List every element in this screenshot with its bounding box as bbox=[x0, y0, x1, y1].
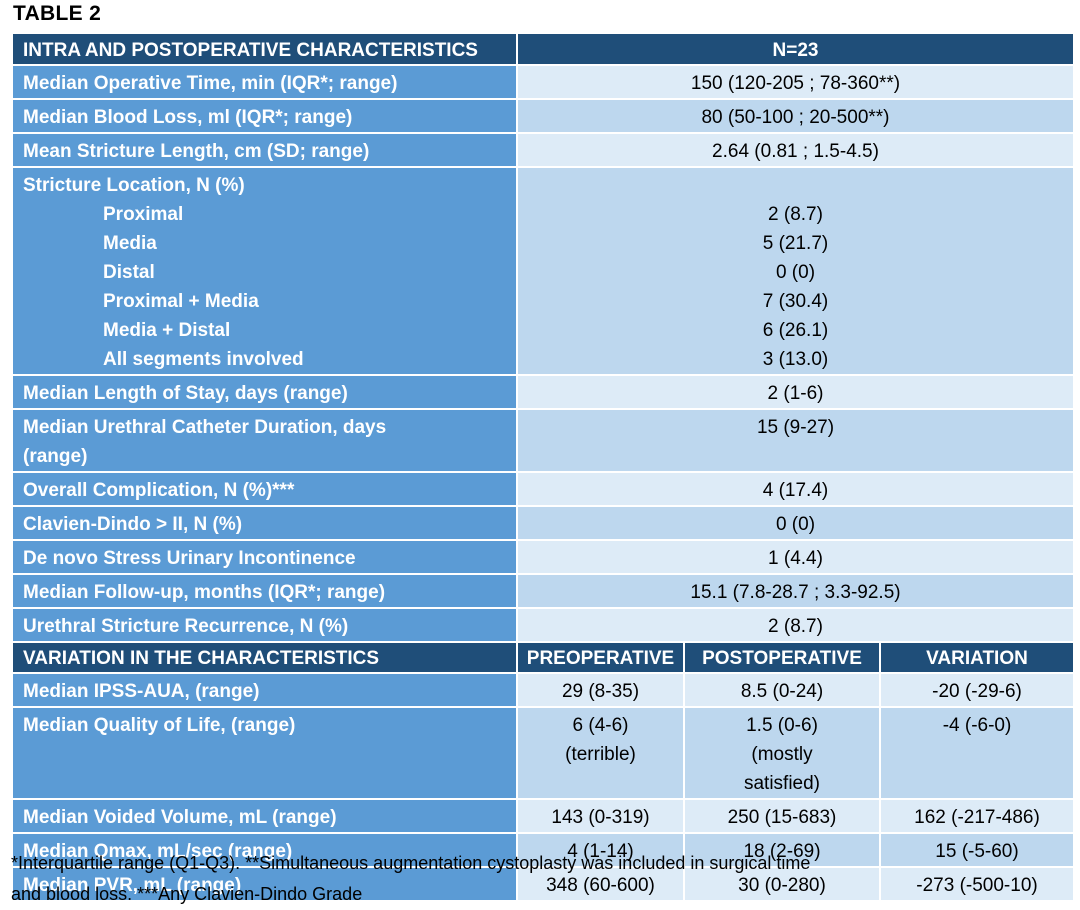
row-value: 150 (120-205 ; 78-360**) bbox=[516, 64, 1075, 100]
results-table: INTRA AND POSTOPERATIVE CHARACTERISTICS … bbox=[11, 32, 1075, 902]
post-value-note: satisfied) bbox=[743, 773, 821, 794]
row-label: Median Voided Volume, mL (range) bbox=[11, 798, 518, 834]
row-label: Median IPSS-AUA, (range) bbox=[11, 672, 518, 708]
table-row: Median Follow-up, months (IQR*; range) 1… bbox=[11, 573, 1075, 609]
table-row: Median Qmax, mL/sec (range) 4 (1-14) 18 … bbox=[11, 832, 1075, 868]
location-item-value: 3 (13.0) bbox=[762, 349, 829, 370]
row-label: Median Blood Loss, ml (IQR*; range) bbox=[11, 98, 518, 134]
row-label: Median PVR, mL (range) bbox=[11, 866, 518, 902]
post-value-note: (mostly bbox=[751, 744, 813, 765]
post-value: 250 (15-683) bbox=[683, 798, 881, 834]
location-item-value: 0 (0) bbox=[775, 262, 816, 283]
row-label: Median Qmax, mL/sec (range) bbox=[11, 832, 518, 868]
row-value: 15 (9-27) bbox=[516, 408, 1075, 473]
location-item-value: 5 (21.7) bbox=[762, 233, 829, 254]
post-value: 18 (2-69) bbox=[683, 832, 881, 868]
stricture-location-values: 2 (8.7) 5 (21.7) 0 (0) 7 (30.4) 6 (26.1)… bbox=[516, 166, 1075, 376]
row-label: Median Quality of Life, (range) bbox=[11, 706, 518, 800]
location-item-label: Proximal + Media bbox=[103, 291, 259, 312]
variation-value: 15 (-5-60) bbox=[879, 832, 1075, 868]
table-row: Median Voided Volume, mL (range) 143 (0-… bbox=[11, 798, 1075, 834]
location-item-label: Distal bbox=[103, 262, 155, 283]
row-label: Clavien-Dindo > II, N (%) bbox=[11, 505, 518, 541]
row-value: 15.1 (7.8-28.7 ; 3.3-92.5) bbox=[516, 573, 1075, 609]
table-row: Mean Stricture Length, cm (SD; range) 2.… bbox=[11, 132, 1075, 168]
table-row: Stricture Location, N (%) Proximal Media… bbox=[11, 166, 1075, 376]
pre-value-line: 6 (4-6) bbox=[572, 715, 629, 736]
row-label: Mean Stricture Length, cm (SD; range) bbox=[11, 132, 518, 168]
location-item-value: 2 (8.7) bbox=[768, 204, 823, 225]
pre-value: 6 (4-6) (terrible) bbox=[516, 706, 685, 800]
stricture-location-cell: Stricture Location, N (%) Proximal Media… bbox=[11, 166, 518, 376]
location-item-label: Media bbox=[103, 233, 157, 254]
row-label: Urethral Stricture Recurrence, N (%) bbox=[11, 607, 518, 643]
row-value: 4 (17.4) bbox=[516, 471, 1075, 507]
row-value: 80 (50-100 ; 20-500**) bbox=[516, 98, 1075, 134]
col-variation: VARIATION bbox=[879, 641, 1075, 674]
location-item-label: Media + Distal bbox=[103, 320, 231, 341]
footnote-line: *Interquartile range (Q1-Q3). **Simultan… bbox=[11, 853, 811, 873]
n-header: N=23 bbox=[516, 32, 1075, 66]
row-label: Overall Complication, N (%)*** bbox=[11, 471, 518, 507]
table-row: Overall Complication, N (%)*** 4 (17.4) bbox=[11, 471, 1075, 507]
table-row: Median IPSS-AUA, (range) 29 (8-35) 8.5 (… bbox=[11, 672, 1075, 708]
row-label: Median Follow-up, months (IQR*; range) bbox=[11, 573, 518, 609]
col-preoperative: PREOPERATIVE bbox=[516, 641, 685, 674]
location-item-value: 6 (26.1) bbox=[762, 320, 829, 341]
row-label: Median Operative Time, min (IQR*; range) bbox=[11, 64, 518, 100]
row-label: Median Length of Stay, days (range) bbox=[11, 374, 518, 410]
location-item-label: All segments involved bbox=[103, 349, 304, 370]
variation-value: 162 (-217-486) bbox=[879, 798, 1075, 834]
table-title: TABLE 2 bbox=[13, 2, 102, 25]
stricture-location-label: Stricture Location, N (%) bbox=[23, 175, 245, 196]
row-value: 2.64 (0.81 ; 1.5-4.5) bbox=[516, 132, 1075, 168]
pre-value-note: (terrible) bbox=[565, 744, 636, 765]
table-row: Urethral Stricture Recurrence, N (%) 2 (… bbox=[11, 607, 1075, 643]
row-value: 1 (4.4) bbox=[516, 539, 1075, 575]
row-label: Median Urethral Catheter Duration, days bbox=[23, 417, 387, 438]
section1-header-row: INTRA AND POSTOPERATIVE CHARACTERISTICS … bbox=[11, 32, 1075, 66]
location-item-label: Proximal bbox=[103, 204, 184, 225]
row-value: 0 (0) bbox=[516, 505, 1075, 541]
table-row: Median Blood Loss, ml (IQR*; range) 80 (… bbox=[11, 98, 1075, 134]
table-row: Median Operative Time, min (IQR*; range)… bbox=[11, 64, 1075, 100]
section1-header: INTRA AND POSTOPERATIVE CHARACTERISTICS bbox=[11, 32, 518, 66]
table-row: Median Urethral Catheter Duration, days … bbox=[11, 408, 1075, 473]
post-value: 1.5 (0-6) (mostly satisfied) bbox=[683, 706, 881, 800]
table-row: Median Length of Stay, days (range) 2 (1… bbox=[11, 374, 1075, 410]
post-value: 8.5 (0-24) bbox=[683, 672, 881, 708]
table-row: Median Quality of Life, (range) 6 (4-6) … bbox=[11, 706, 1075, 800]
location-item-value: 7 (30.4) bbox=[762, 291, 829, 312]
table-row: Median PVR, mL (range) 348 (60-600) 30 (… bbox=[11, 866, 1075, 902]
row-label-cont: (range) bbox=[23, 446, 88, 467]
row-label-multiline: Median Urethral Catheter Duration, days … bbox=[11, 408, 518, 473]
col-postoperative: POSTOPERATIVE bbox=[683, 641, 881, 674]
pre-value: 143 (0-319) bbox=[516, 798, 685, 834]
row-value: 2 (1-6) bbox=[516, 374, 1075, 410]
post-value-line: 1.5 (0-6) bbox=[746, 715, 818, 736]
pre-value: 4 (1-14) bbox=[516, 832, 685, 868]
section2-header-row: VARIATION IN THE CHARACTERISTICS PREOPER… bbox=[11, 641, 1075, 674]
variation-value: -4 (-6-0) bbox=[879, 706, 1075, 800]
row-value: 2 (8.7) bbox=[516, 607, 1075, 643]
row-label: De novo Stress Urinary Incontinence bbox=[11, 539, 518, 575]
table-row: Clavien-Dindo > II, N (%) 0 (0) bbox=[11, 505, 1075, 541]
table-row: De novo Stress Urinary Incontinence 1 (4… bbox=[11, 539, 1075, 575]
footnote: *Interquartile range (Q1-Q3). **Simultan… bbox=[11, 848, 1071, 910]
footnote-line: and blood loss. ***Any Clavien-Dindo Gra… bbox=[11, 884, 363, 904]
variation-value: -20 (-29-6) bbox=[879, 672, 1075, 708]
post-value: 30 (0-280) bbox=[683, 866, 881, 902]
section2-header: VARIATION IN THE CHARACTERISTICS bbox=[11, 641, 518, 674]
pre-value: 348 (60-600) bbox=[516, 866, 685, 902]
variation-value: -273 (-500-10) bbox=[879, 866, 1075, 902]
pre-value: 29 (8-35) bbox=[516, 672, 685, 708]
